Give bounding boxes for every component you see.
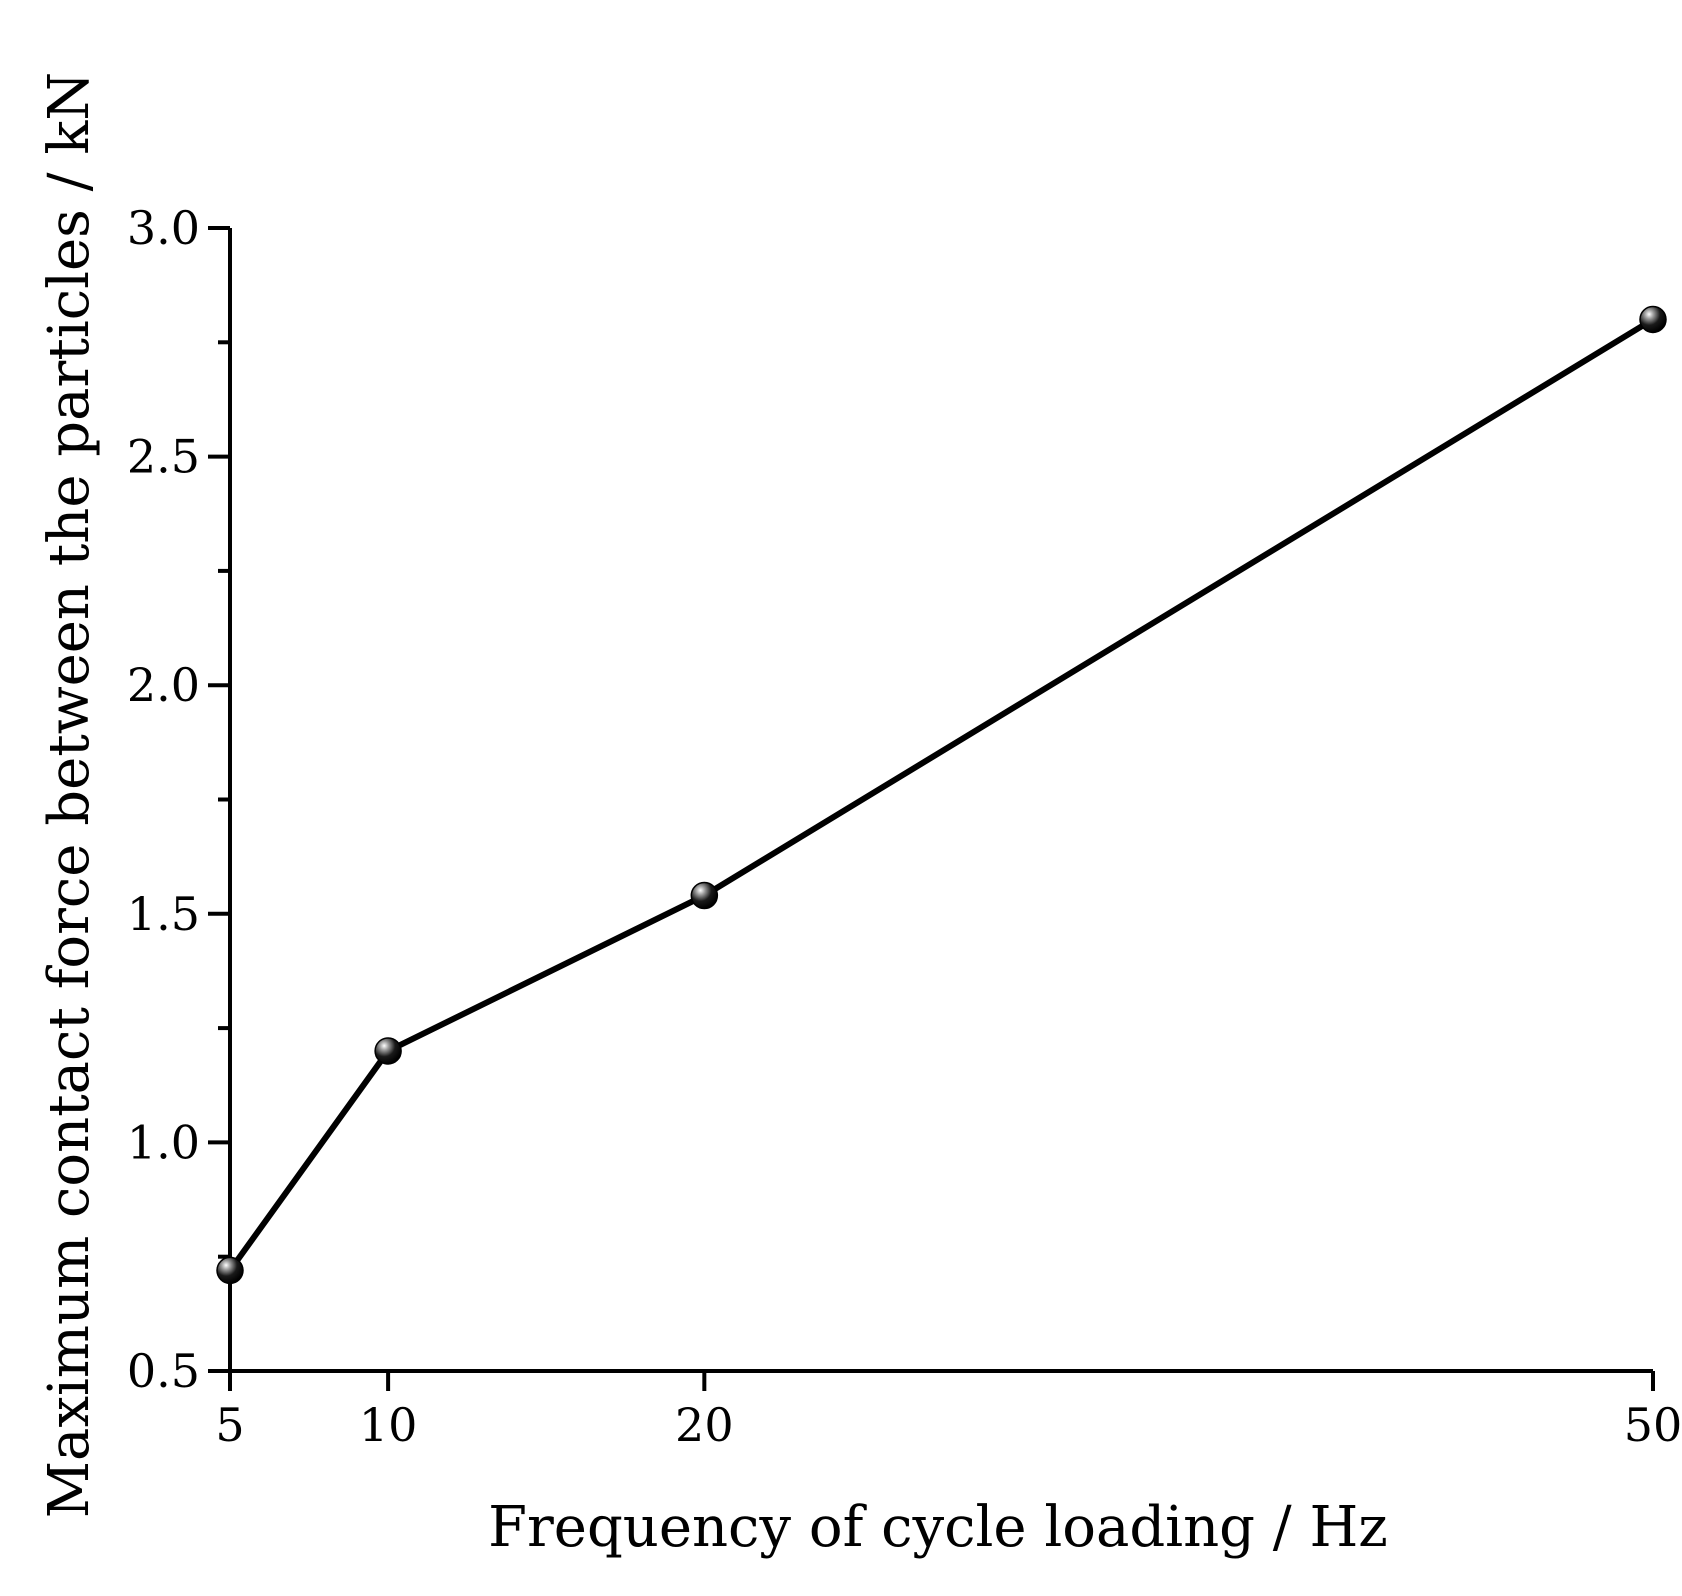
x-tick-label: 5: [215, 1398, 244, 1452]
x-tick-label: 10: [359, 1398, 418, 1452]
data-point: [1639, 305, 1667, 334]
x-tick-label: 50: [1624, 1398, 1682, 1452]
y-axis-label: Maximum contact force between the partic…: [37, 72, 102, 1519]
axes: [228, 228, 1653, 1373]
y-tick-label: 1.0: [127, 1115, 200, 1169]
x-axis-label: Frequency of cycle loading / Hz: [488, 1495, 1388, 1560]
y-tick-label: 2.5: [127, 430, 200, 484]
series: [216, 305, 1667, 1285]
data-point: [690, 881, 719, 910]
y-tick-label: 1.5: [127, 887, 200, 941]
data-point: [374, 1037, 402, 1065]
y-tick-label: 3.0: [127, 201, 200, 255]
data-point: [216, 1256, 244, 1285]
y-tick-label: 2.0: [127, 658, 200, 712]
x-tick-label: 20: [675, 1398, 734, 1452]
ticks: 0.5 1.0 1.5 2.0 2.5 3.0 5 10 20 50: [127, 201, 1682, 1452]
series-line: [227, 316, 1655, 1273]
y-tick-label: 0.5: [127, 1344, 200, 1398]
